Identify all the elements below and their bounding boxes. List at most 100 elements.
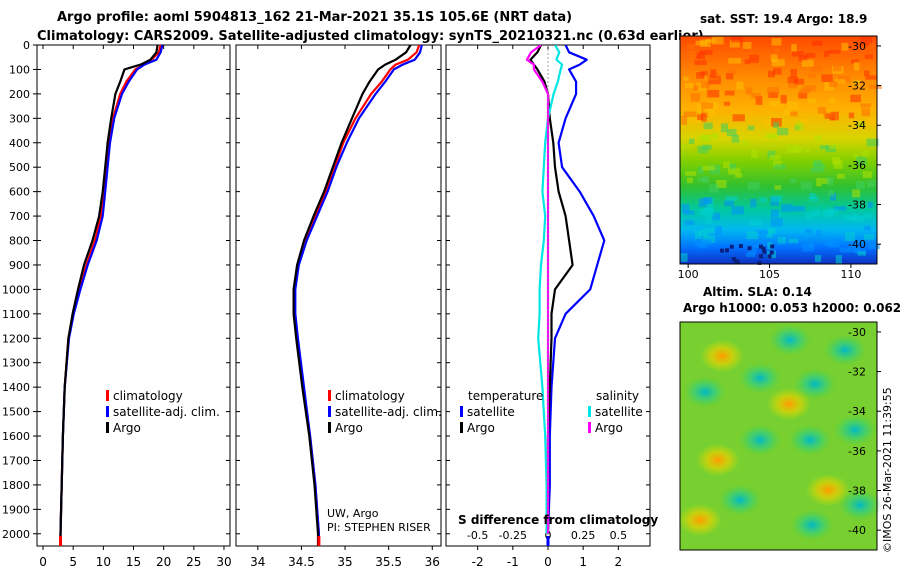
sst-pixel (711, 132, 719, 140)
sla-low-anomaly (838, 489, 882, 521)
bottom-marker (317, 536, 321, 546)
sst-pixel (747, 246, 752, 251)
sst-pixel (736, 81, 744, 90)
sst-pixel (720, 123, 729, 133)
temperature-legend: climatology satellite-adj. clim. Argo (106, 389, 220, 435)
lon-tick-label: 100 (678, 268, 699, 281)
sst-pixel (808, 73, 817, 78)
x-tick-label: 20 (156, 555, 171, 569)
x-tick-label: -1 (507, 555, 519, 569)
sst-pixel (723, 161, 731, 168)
figure-title-line2: Climatology: CARS2009. Satellite-adjuste… (37, 29, 704, 44)
sst-pixel (735, 173, 743, 178)
sst-pixel (685, 171, 696, 176)
series-line-salinity-satellite (537, 45, 564, 534)
sst-pixel (680, 253, 688, 262)
sst-pixel (852, 153, 859, 159)
x-tick-label: 1 (579, 555, 587, 569)
sst-pixel (697, 114, 704, 120)
sst-pixel (831, 111, 839, 121)
difference-x-ticks: -2 -1 0 1 2 (446, 44, 650, 569)
legend-swatch-satellite (328, 406, 331, 417)
sst-pixel (821, 74, 833, 82)
sla-low-anomaly (788, 424, 832, 456)
sst-pixel (830, 193, 837, 201)
sst-pixel (848, 112, 855, 119)
sst-pixel (823, 50, 829, 58)
y-tick-label: 1700 (2, 454, 30, 467)
sla-high-anomaly (767, 388, 811, 420)
sst-pixel (762, 249, 767, 254)
sst-pixel (773, 122, 779, 128)
sst-pixel (767, 150, 776, 159)
sst-pixel (833, 160, 843, 169)
sst-pixel (804, 53, 816, 58)
legend-swatch-climatology (328, 390, 331, 401)
x-tick-label: 36 (425, 555, 440, 569)
sst-pixel (816, 230, 822, 237)
sst-pixel (712, 212, 721, 220)
sst-pixel (771, 38, 782, 46)
sst-pixel (767, 70, 775, 78)
sst-pixel (702, 235, 716, 243)
sst-pixel (776, 127, 789, 136)
legend-swatch-temp-argo (460, 422, 463, 433)
sst-pixel (700, 81, 710, 89)
sla-map-blobs (678, 324, 882, 541)
figure-title-line1: Argo profile: aoml 5904813_162 21-Mar-20… (57, 10, 572, 25)
sst-pixel (798, 55, 808, 62)
sst-pixel (868, 243, 880, 250)
sla-low-anomaly (768, 324, 812, 356)
legend-label-climatology: climatology (113, 389, 183, 403)
x-tick-label: 35.5 (375, 555, 402, 569)
sst-pixel (791, 44, 797, 52)
sla-map-frame (679, 321, 878, 551)
y-tick-label: 400 (9, 137, 30, 150)
sst-pixel (856, 121, 865, 127)
y-tick-label: 700 (9, 210, 30, 223)
legend-swatch-sal-satellite (588, 406, 591, 417)
series-line-satellite-adj-clim- (294, 45, 423, 546)
sst-pixel (862, 171, 873, 179)
sst-pixel (809, 196, 819, 202)
sst-pixel (805, 229, 812, 234)
sst-pixel (788, 238, 799, 244)
sst-pixel (711, 36, 724, 45)
lon-tick-label: 105 (759, 268, 780, 281)
sst-pixel (769, 154, 781, 160)
legend-swatch-climatology (106, 390, 109, 401)
sst-pixel (732, 114, 745, 122)
sst-pixel (857, 251, 867, 256)
sla-map (678, 321, 882, 551)
sst-pixel (773, 160, 782, 168)
temperature-panel-frame (36, 44, 231, 547)
series-line-temperature-argo (529, 45, 574, 534)
lat-tick-label: -34 (848, 405, 866, 418)
sst-pixel (867, 180, 878, 188)
sst-pixel (683, 76, 689, 81)
sst-pixel (845, 232, 855, 241)
sst-pixel (803, 85, 817, 92)
legend-swatch-argo (106, 422, 109, 433)
sst-pixel (804, 148, 811, 153)
sst-pixel (709, 184, 719, 193)
sst-pixel (726, 128, 737, 137)
salinity-tick-label: -0.5 (467, 529, 488, 542)
sst-map-lon-ticks: 100 105 110 (678, 264, 861, 281)
sst-pixel (860, 36, 873, 46)
sst-pixel (848, 246, 860, 253)
legend-label-temp-satellite: satellite (467, 405, 515, 419)
sst-pixel (683, 210, 695, 215)
sst-pixel (733, 259, 738, 264)
sla-map-title: Altim. SLA: 0.14 (703, 285, 812, 299)
x-tick-label: 10 (96, 555, 111, 569)
legend-label-temp-argo: Argo (467, 421, 495, 435)
sst-pixel (759, 197, 767, 203)
sst-pixel (683, 111, 697, 117)
sla-low-anomaly (683, 376, 727, 408)
sst-pixel (816, 177, 822, 187)
sst-pixel (702, 165, 716, 171)
y-tick-label: 300 (9, 112, 30, 125)
sst-pixel (843, 215, 857, 221)
sst-pixel (852, 189, 861, 198)
